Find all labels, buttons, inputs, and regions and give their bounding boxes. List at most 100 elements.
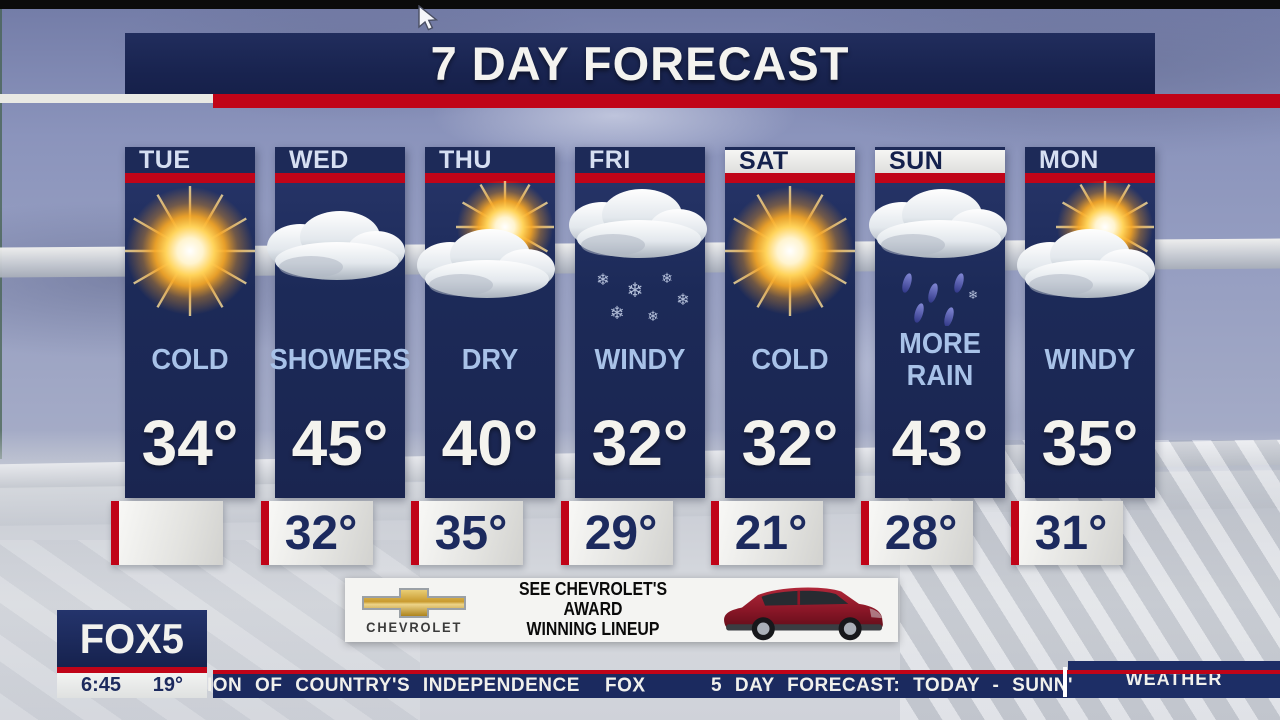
high-temperature: 45°: [291, 407, 389, 479]
svg-text:❄: ❄: [609, 303, 624, 323]
mouse-cursor-icon: [418, 5, 439, 31]
ticker-red-line: [213, 670, 1280, 674]
day-body: SHOWERS 45°: [267, 183, 411, 498]
low-box-red-accent: [711, 501, 719, 565]
high-temperature: 43°: [891, 407, 989, 479]
svg-text:❄: ❄: [627, 280, 644, 302]
svg-text:❄: ❄: [968, 288, 978, 302]
fox5-red-stripe: [57, 667, 207, 673]
low-temperature-box-fri: 29°: [561, 501, 673, 565]
partly-sunny-icon: [405, 180, 575, 323]
day-header-underline: [425, 173, 555, 183]
chevrolet-brand-text: CHEVROLET: [366, 619, 462, 635]
high-temperature: 32°: [741, 407, 839, 479]
low-temperature-box-mon: 31°: [1011, 501, 1123, 565]
high-temperature: 34°: [141, 407, 239, 479]
condition-label: DRY: [461, 344, 519, 377]
sunny-icon: [705, 183, 875, 323]
clock-time: 6:45: [81, 674, 122, 696]
news-ticker-bar: ION OF COUNTRY'S INDEPENDENCE FOX 5 DAY …: [207, 674, 1072, 698]
ticker-weather-label: WEATHER: [1125, 669, 1223, 689]
low-temperature-box-tue: [111, 501, 223, 565]
red-suv-icon: [703, 578, 898, 642]
low-temperature: 32°: [269, 501, 373, 565]
day-body: ❄ MORE RAIN 43°: [869, 183, 1007, 498]
svg-text:❄: ❄: [596, 272, 609, 289]
ad-headline-line1: SEE CHEVROLET'S AWARD: [518, 579, 668, 620]
cloudy-icon: [255, 183, 425, 323]
video-left-edge-artifact: [0, 9, 2, 459]
condition-label: COLD: [151, 344, 229, 377]
ticker-caret: [1063, 667, 1067, 697]
day-label: WED: [275, 147, 405, 173]
svg-text:❄: ❄: [661, 270, 673, 286]
high-temperature: 35°: [1041, 407, 1139, 479]
low-box-red-accent: [111, 501, 119, 565]
current-temperature: 19°: [152, 674, 183, 696]
low-box-red-accent: [561, 501, 569, 565]
chevrolet-bowtie-icon: [362, 588, 466, 618]
day-header-underline: [275, 173, 405, 183]
high-temperature: 32°: [591, 407, 689, 479]
low-temperature-box-sun: 28°: [861, 501, 973, 565]
letterbox-bar: [0, 0, 1280, 9]
high-temperature: 40°: [441, 407, 539, 479]
day-body: WINDY 35°: [1017, 180, 1155, 498]
low-temperature-box-sat: 21°: [711, 501, 823, 565]
day-header-underline: [1025, 173, 1155, 183]
day-column-wed: WED SHOWERS 45°: [267, 147, 411, 498]
day-label: THU: [425, 147, 555, 173]
title-underline-white: [0, 94, 213, 103]
day-column-tue: TUE COLD 34°: [125, 147, 255, 498]
day-label: TUE: [125, 147, 255, 173]
rain-icon: ❄: [855, 183, 1025, 326]
day-body: DRY 40°: [417, 180, 555, 498]
ad-headline-line2: WINNING LINEUP: [526, 618, 660, 639]
low-temperature: 29°: [569, 501, 673, 565]
page-title: 7 DAY FORECAST: [430, 37, 850, 90]
day-column-fri: FRI ❄ ❄ ❄ ❄ ❄ ❄ WINDY 32°: [569, 147, 707, 498]
day-column-thu: THU DRY 40°: [417, 147, 555, 498]
low-temperature: 28°: [869, 501, 973, 565]
fox5-logo-text: FOX5: [79, 614, 185, 662]
low-temperature: 35°: [419, 501, 523, 565]
condition-label: SHOWERS: [269, 344, 411, 377]
low-box-red-accent: [861, 501, 869, 565]
day-header-underline: [725, 173, 855, 183]
day-label: SAT: [725, 147, 855, 174]
day-header-underline: [575, 173, 705, 183]
condition-label: WINDY: [594, 344, 686, 377]
day-column-mon: MON WINDY 35°: [1017, 147, 1155, 498]
ticker-forecast-text: 5 DAY FORECAST: TODAY - SUNN': [711, 675, 1073, 696]
condition-label: COLD: [751, 344, 829, 377]
day-column-sat: SAT COLD 32°: [725, 147, 855, 498]
low-temperature-box-wed: 32°: [261, 501, 373, 565]
snow-showers-icon: ❄ ❄ ❄ ❄ ❄ ❄: [555, 183, 725, 324]
svg-text:❄: ❄: [647, 308, 659, 324]
time-temperature-bug: 6:45 19°: [57, 673, 207, 698]
chevrolet-logo-block: CHEVROLET: [345, 585, 483, 635]
low-temperature: 31°: [1019, 501, 1123, 565]
forecast-title-bar: 7 DAY FORECAST: [125, 33, 1155, 94]
day-body: COLD 34°: [125, 183, 255, 498]
day-header-underline: [875, 173, 1005, 183]
title-underline-red: [213, 94, 1280, 108]
low-temperature: [119, 501, 223, 565]
low-temperature: 21°: [719, 501, 823, 565]
ticker-weather-section: WEATHER: [1068, 661, 1280, 698]
low-box-red-accent: [411, 501, 419, 565]
sunny-icon: [105, 183, 275, 323]
partly-sunny-icon: [1005, 180, 1175, 323]
fox-network-logo: FOX: [605, 674, 646, 697]
low-temperature-box-thu: 35°: [411, 501, 523, 565]
day-header-underline: [125, 173, 255, 183]
ticker-news-text: ION OF COUNTRY'S INDEPENDENCE: [207, 675, 580, 696]
day-label: FRI: [575, 147, 705, 173]
day-label: MON: [1025, 147, 1155, 173]
low-box-red-accent: [1011, 501, 1019, 565]
day-label: SUN: [875, 147, 1005, 174]
day-column-sun: SUN ❄ MORE RAIN 43°: [869, 147, 1007, 498]
ad-headline: SEE CHEVROLET'S AWARD WINNING LINEUP: [496, 579, 690, 639]
day-body: ❄ ❄ ❄ ❄ ❄ ❄ WINDY 32°: [569, 183, 707, 498]
